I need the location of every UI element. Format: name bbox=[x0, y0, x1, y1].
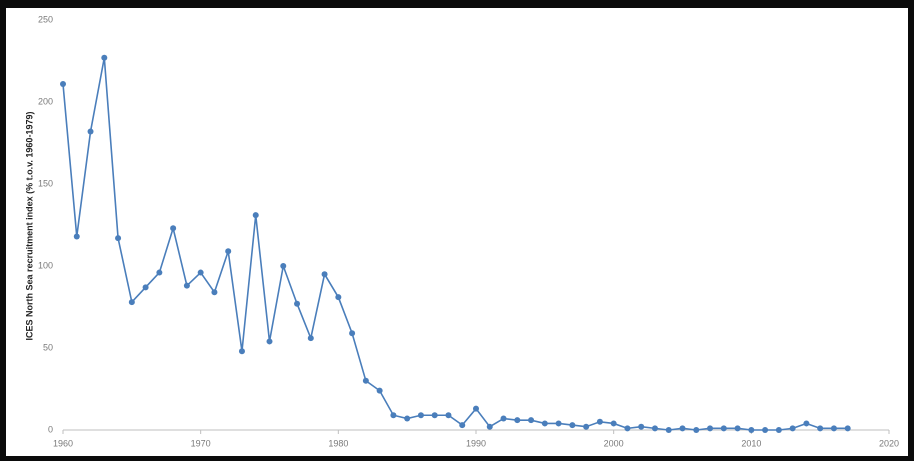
data-point bbox=[830, 425, 837, 432]
data-point bbox=[280, 263, 287, 269]
data-point bbox=[665, 427, 672, 433]
data-point bbox=[156, 269, 163, 276]
y-tick-label: 0 bbox=[48, 424, 53, 434]
data-point bbox=[390, 412, 397, 419]
data-point bbox=[486, 423, 493, 430]
data-point bbox=[789, 425, 796, 432]
data-point bbox=[211, 289, 218, 296]
data-point bbox=[87, 128, 94, 135]
data-point bbox=[142, 284, 149, 291]
data-point bbox=[115, 235, 122, 242]
data-point bbox=[528, 417, 535, 424]
x-tick-label: 2020 bbox=[879, 438, 899, 448]
data-point bbox=[844, 425, 851, 432]
data-point bbox=[514, 417, 521, 424]
data-point bbox=[170, 225, 177, 232]
data-point bbox=[252, 212, 259, 219]
data-point bbox=[473, 405, 479, 412]
y-tick-label: 250 bbox=[38, 14, 53, 24]
data-point bbox=[73, 233, 80, 240]
data-point bbox=[404, 415, 411, 422]
data-point bbox=[596, 418, 603, 425]
x-tick-label: 1970 bbox=[191, 438, 211, 448]
data-point bbox=[266, 338, 273, 345]
data-point bbox=[128, 299, 135, 306]
data-point bbox=[651, 425, 658, 432]
y-tick-label: 150 bbox=[38, 178, 53, 188]
data-point bbox=[624, 425, 631, 432]
data-point bbox=[541, 420, 548, 427]
data-point bbox=[349, 330, 356, 337]
x-tick-label: 1980 bbox=[328, 438, 348, 448]
data-point bbox=[445, 412, 452, 419]
data-point bbox=[555, 420, 562, 427]
data-point bbox=[734, 425, 741, 432]
data-point bbox=[307, 335, 314, 342]
data-point bbox=[225, 248, 232, 255]
x-tick-label: 2000 bbox=[604, 438, 624, 448]
data-point bbox=[500, 415, 507, 422]
data-point bbox=[335, 294, 342, 301]
data-point bbox=[693, 427, 700, 433]
data-point bbox=[569, 422, 576, 429]
data-point bbox=[294, 300, 301, 307]
data-point bbox=[679, 425, 686, 432]
data-point bbox=[748, 427, 755, 433]
x-tick-label: 1960 bbox=[53, 438, 73, 448]
data-point bbox=[101, 54, 108, 61]
data-point bbox=[459, 422, 466, 429]
data-point bbox=[775, 427, 782, 433]
data-point bbox=[762, 427, 769, 433]
data-point bbox=[803, 420, 810, 427]
y-axis-label: ICES North Sea recruitment index (% t.o.… bbox=[24, 112, 34, 341]
data-point bbox=[431, 412, 438, 419]
data-point bbox=[583, 423, 590, 430]
data-point bbox=[376, 387, 383, 394]
x-tick-label: 1990 bbox=[466, 438, 486, 448]
data-point bbox=[817, 425, 824, 432]
y-tick-label: 200 bbox=[38, 96, 53, 106]
data-point bbox=[638, 423, 645, 430]
data-point bbox=[321, 271, 328, 278]
data-point bbox=[238, 348, 245, 355]
data-point bbox=[183, 282, 190, 289]
x-tick-label: 2010 bbox=[741, 438, 761, 448]
y-tick-label: 100 bbox=[38, 260, 53, 270]
data-point bbox=[197, 269, 204, 276]
y-tick-label: 50 bbox=[43, 342, 53, 352]
data-point bbox=[60, 80, 66, 87]
data-point bbox=[610, 420, 617, 427]
data-line bbox=[62, 57, 848, 431]
plot-background bbox=[6, 8, 908, 456]
data-point bbox=[707, 425, 714, 432]
data-point bbox=[720, 425, 727, 432]
data-point bbox=[362, 377, 369, 384]
data-point bbox=[417, 412, 424, 419]
